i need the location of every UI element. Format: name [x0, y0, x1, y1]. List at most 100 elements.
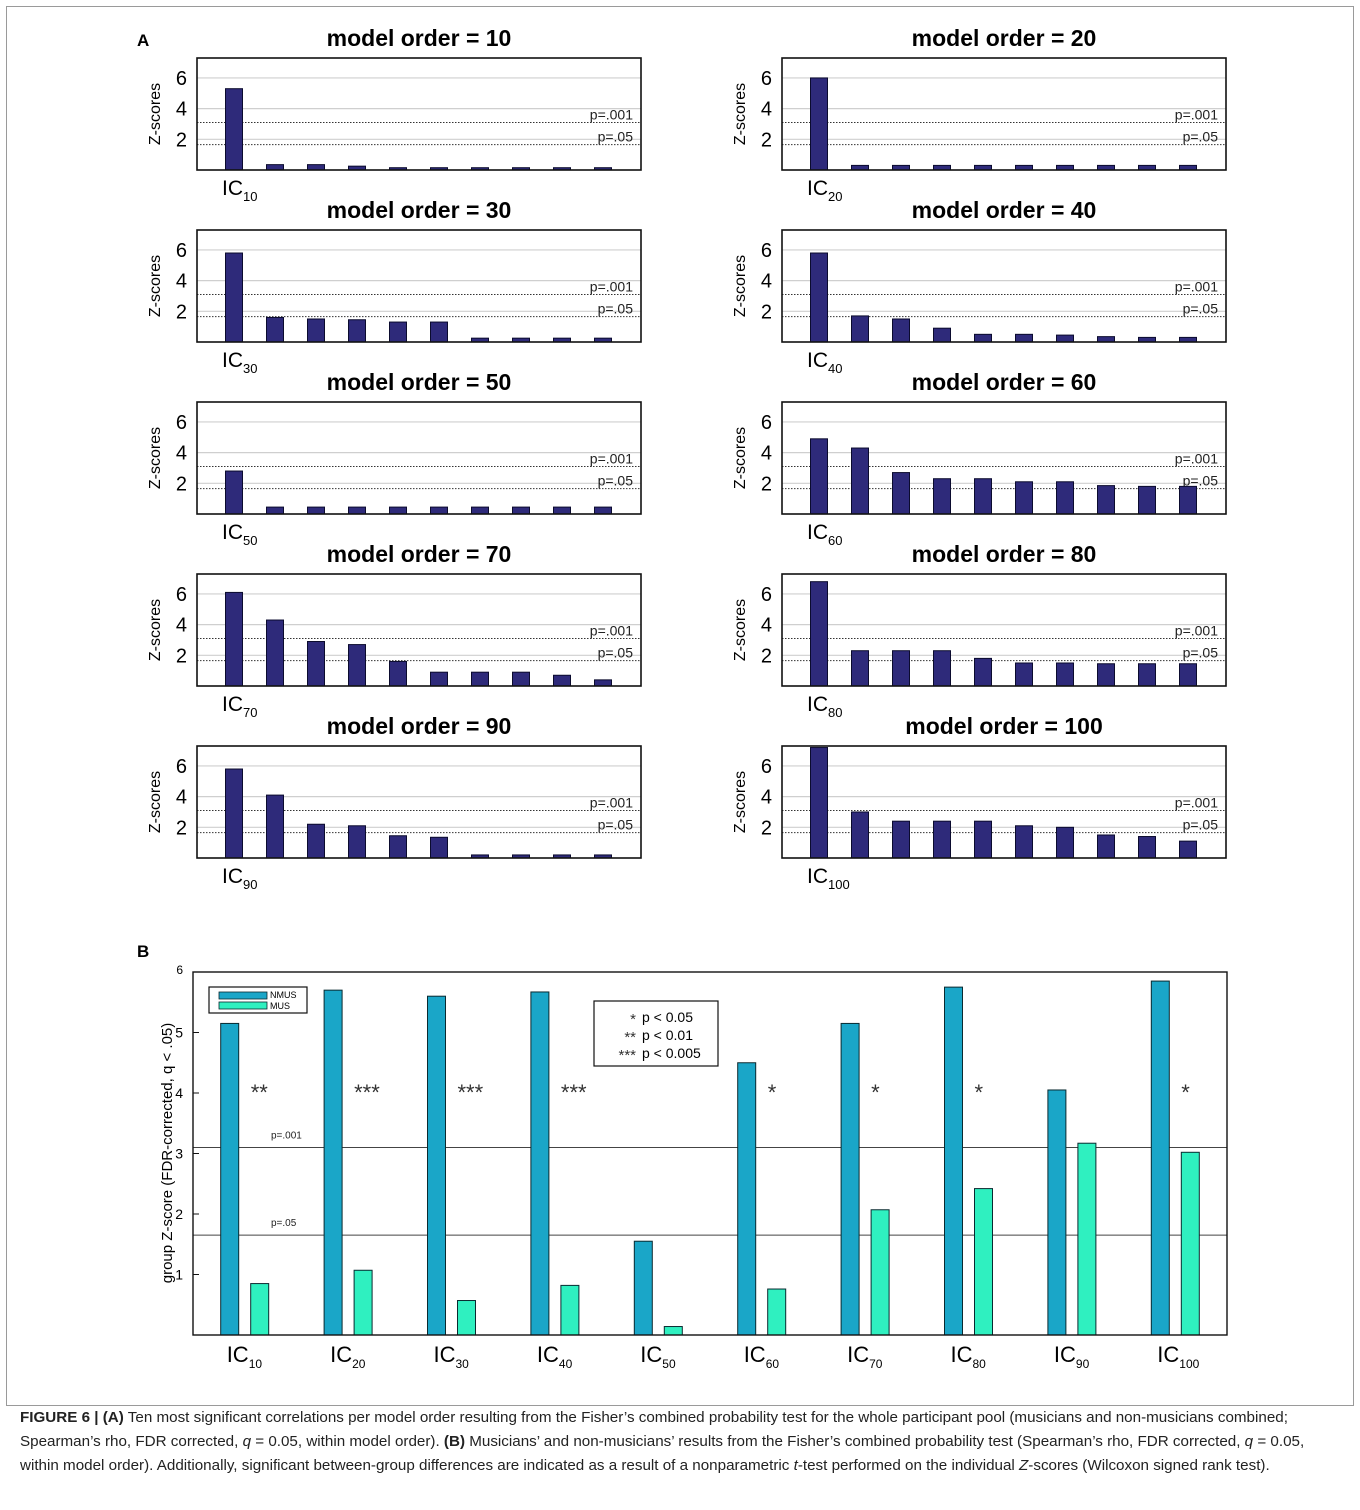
ylabel: Z-scores	[147, 771, 164, 833]
figure-caption: FIGURE 6 | (A) Ten most significant corr…	[20, 1406, 1340, 1478]
ytick-label: 1	[175, 1267, 183, 1283]
xtick-label: IC70	[847, 1342, 883, 1371]
plot-frame	[196, 229, 642, 343]
xtick-label: IC10	[222, 177, 257, 204]
xtick-label: IC20	[330, 1342, 366, 1371]
plot-frame	[196, 57, 642, 171]
xtick-base: IC	[227, 1342, 249, 1367]
ytick-label: 6	[761, 412, 772, 434]
xtick-sub: 30	[243, 361, 257, 376]
xtick-label: IC70	[222, 693, 257, 720]
bar	[1138, 485, 1156, 515]
xtick-base: IC	[434, 1342, 456, 1367]
bar-mus	[1180, 1151, 1200, 1336]
ytick-label: 6	[761, 584, 772, 606]
threshold-label: p=.001	[1175, 622, 1218, 638]
xtick-base: IC	[807, 865, 828, 888]
bar	[1097, 834, 1115, 859]
sig-legend-box	[593, 1000, 719, 1067]
bar	[851, 650, 869, 687]
bar	[471, 506, 489, 515]
threshold-label: p=.001	[1175, 106, 1218, 122]
xtick-sub: 60	[828, 533, 842, 548]
caption-z-text: -scores (Wilcoxon signed rank test).	[1028, 1457, 1270, 1474]
ytick-label: 2	[761, 473, 772, 495]
xtick-base: IC	[807, 349, 828, 372]
bar	[1138, 663, 1156, 687]
xtick-sub: 20	[352, 1357, 366, 1371]
bar	[810, 77, 828, 171]
xtick-sub: 20	[828, 189, 842, 204]
bar	[892, 318, 910, 343]
ytick-label: 4	[176, 787, 187, 809]
plot-frame	[196, 401, 642, 515]
bar	[851, 315, 869, 343]
bar	[1056, 662, 1074, 687]
ytick-label: 4	[761, 99, 772, 121]
subplot-title: model order = 30	[327, 197, 512, 223]
plot-frame	[196, 745, 642, 859]
subplot-title: model order = 90	[327, 713, 512, 739]
bar	[225, 470, 243, 515]
ylabel: Z-scores	[732, 427, 749, 489]
bar-nmus	[427, 995, 446, 1336]
bar-nmus	[1047, 1089, 1067, 1336]
bar-mus	[353, 1269, 373, 1336]
xtick-base: IC	[222, 521, 243, 544]
xtick-base: IC	[222, 693, 243, 716]
plot-frame	[781, 229, 1227, 343]
xtick-sub: 10	[243, 189, 257, 204]
ytick-label: 2	[761, 129, 772, 151]
caption-part-a-label: (A)	[102, 1409, 124, 1426]
bar	[974, 478, 992, 515]
significance-marker: **	[251, 1080, 269, 1105]
bar	[225, 591, 243, 687]
xtick-base: IC	[537, 1342, 559, 1367]
bar	[225, 88, 243, 171]
xtick-base: IC	[222, 349, 243, 372]
bar	[307, 318, 325, 343]
caption-q-symbol-b: q	[1244, 1433, 1254, 1450]
ylabel: Z-scores	[732, 83, 749, 145]
ylabel: Z-scores	[732, 599, 749, 661]
bar	[594, 679, 612, 687]
xtick-sub: 60	[766, 1357, 780, 1371]
significance-marker: *	[975, 1080, 984, 1105]
ytick-label: 4	[175, 1085, 183, 1101]
threshold-label: p=.05	[1183, 645, 1219, 661]
bar	[974, 657, 992, 687]
bar	[1179, 485, 1197, 515]
xtick-base: IC	[222, 177, 243, 200]
ylabel: Z-scores	[147, 83, 164, 145]
bar	[266, 619, 284, 687]
bar-mus	[767, 1288, 787, 1336]
threshold-label: p=.05	[1183, 129, 1219, 145]
bar	[810, 438, 828, 515]
bar	[892, 650, 910, 687]
bar	[307, 641, 325, 687]
ytick-label: 6	[176, 584, 187, 606]
bar	[348, 319, 366, 343]
subplot-title: model order = 20	[912, 25, 1097, 51]
bar	[553, 674, 571, 687]
sig-legend-text: p < 0.05	[642, 1009, 693, 1025]
ytick-label: 4	[176, 443, 187, 465]
bar	[512, 671, 530, 687]
bar	[1015, 825, 1033, 859]
subplot-2: model order = 20 p=.001 p=.05 2 4 6 Z-scores IC…	[732, 25, 1227, 204]
bar	[348, 825, 366, 859]
subplot-5: model order = 50 p=.001 p=.05 2 4 6 Z-scores IC…	[147, 369, 642, 548]
bar	[553, 506, 571, 515]
panel-label-a: A	[137, 31, 149, 50]
bar	[810, 581, 828, 687]
bar	[348, 506, 366, 515]
significance-marker: *	[1181, 1080, 1190, 1105]
xtick-label: IC60	[807, 521, 842, 548]
bar	[851, 447, 869, 515]
bar	[810, 252, 828, 343]
bar	[933, 478, 951, 515]
bar	[1056, 334, 1074, 343]
bar	[892, 472, 910, 515]
